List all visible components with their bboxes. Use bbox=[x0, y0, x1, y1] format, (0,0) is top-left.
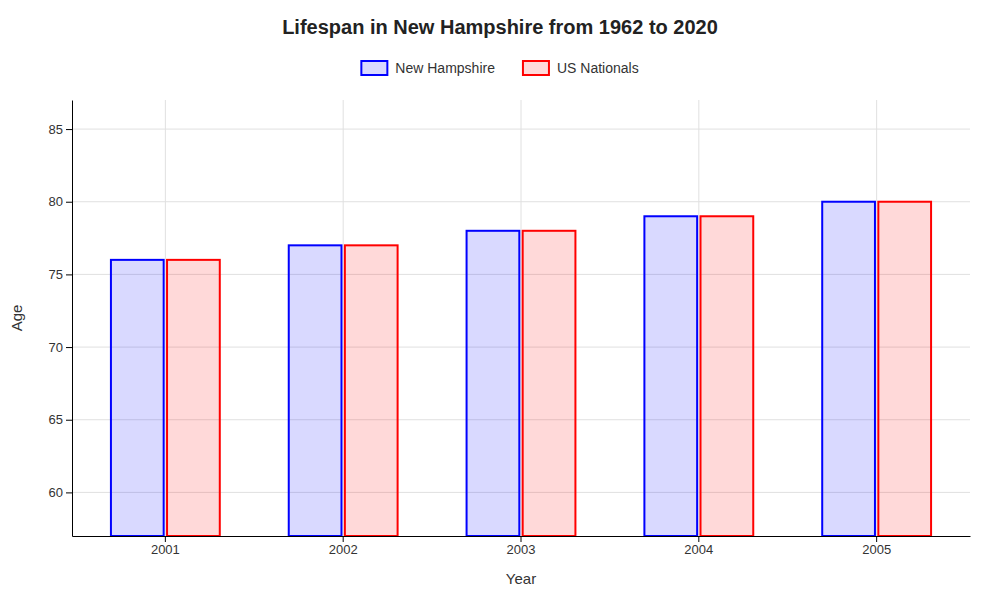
grid-line-x bbox=[521, 100, 522, 536]
y-tick: 60 bbox=[49, 485, 72, 500]
y-tick-mark bbox=[66, 347, 72, 348]
bar-series bbox=[167, 202, 931, 536]
y-tick-mark bbox=[66, 492, 72, 493]
legend-swatch bbox=[361, 61, 387, 75]
y-tick: 70 bbox=[49, 340, 72, 355]
x-tick-label: 2002 bbox=[329, 542, 358, 557]
x-axis: 2001 2002 2003 2004 2005 bbox=[73, 536, 971, 557]
y-axis-line bbox=[72, 101, 73, 537]
x-tick: 2003 bbox=[507, 536, 536, 557]
legend: New Hampshire US Nationals bbox=[361, 60, 638, 76]
x-tick-mark bbox=[698, 536, 699, 542]
x-tick-label: 2005 bbox=[862, 542, 891, 557]
x-tick: 2004 bbox=[684, 536, 713, 557]
bars bbox=[111, 202, 931, 536]
y-tick-label: 80 bbox=[49, 194, 63, 209]
x-axis-title: Year bbox=[506, 570, 536, 587]
bar bbox=[345, 245, 398, 536]
x-tick-label: 2003 bbox=[507, 542, 536, 557]
bar bbox=[289, 245, 342, 536]
chart: Lifespan in New Hampshire from 1962 to 2… bbox=[0, 0, 1000, 600]
y-tick: 65 bbox=[49, 412, 72, 427]
y-tick-mark bbox=[66, 202, 72, 203]
legend-swatch bbox=[523, 61, 549, 75]
bar bbox=[167, 260, 220, 536]
grid-line-x bbox=[343, 100, 344, 536]
bar bbox=[701, 216, 754, 536]
title: Lifespan in New Hampshire from 1962 to 2… bbox=[282, 16, 718, 38]
x-tick: 2005 bbox=[862, 536, 891, 557]
y-tick-mark bbox=[66, 420, 72, 421]
legend-label: New Hampshire bbox=[395, 60, 495, 76]
x-tick-mark bbox=[165, 536, 166, 542]
y-tick-label: 75 bbox=[49, 267, 63, 282]
bar bbox=[878, 202, 931, 536]
y-axis-title: Age bbox=[8, 305, 25, 332]
x-tick: 2001 bbox=[151, 536, 180, 557]
y-tick-label: 85 bbox=[49, 122, 63, 137]
legend-item: US Nationals bbox=[523, 60, 639, 76]
grid bbox=[72, 100, 970, 536]
y-axis: 60 65 70 75 80 85 bbox=[49, 101, 73, 537]
y-tick: 85 bbox=[49, 122, 72, 137]
y-tick: 75 bbox=[49, 267, 72, 282]
x-tick-mark bbox=[343, 536, 344, 542]
legend-label: US Nationals bbox=[557, 60, 639, 76]
x-tick: 2002 bbox=[329, 536, 358, 557]
y-tick-label: 70 bbox=[49, 340, 63, 355]
bar bbox=[111, 260, 164, 536]
bar bbox=[467, 231, 520, 536]
x-tick-label: 2004 bbox=[684, 542, 713, 557]
x-tick-label: 2001 bbox=[151, 542, 180, 557]
bar bbox=[644, 216, 697, 536]
y-tick-mark bbox=[66, 129, 72, 130]
x-tick-mark bbox=[876, 536, 877, 542]
bar bbox=[822, 202, 875, 536]
y-tick-mark bbox=[66, 274, 72, 275]
bar bbox=[523, 231, 576, 536]
bar-series bbox=[111, 202, 875, 536]
y-tick: 80 bbox=[49, 194, 72, 209]
legend-item: New Hampshire bbox=[361, 60, 495, 76]
grid-line-x bbox=[165, 100, 166, 536]
grid-line-x bbox=[876, 100, 877, 536]
y-tick-label: 65 bbox=[49, 412, 63, 427]
x-tick-mark bbox=[521, 536, 522, 542]
grid-line-x bbox=[698, 100, 699, 536]
y-tick-label: 60 bbox=[49, 485, 63, 500]
